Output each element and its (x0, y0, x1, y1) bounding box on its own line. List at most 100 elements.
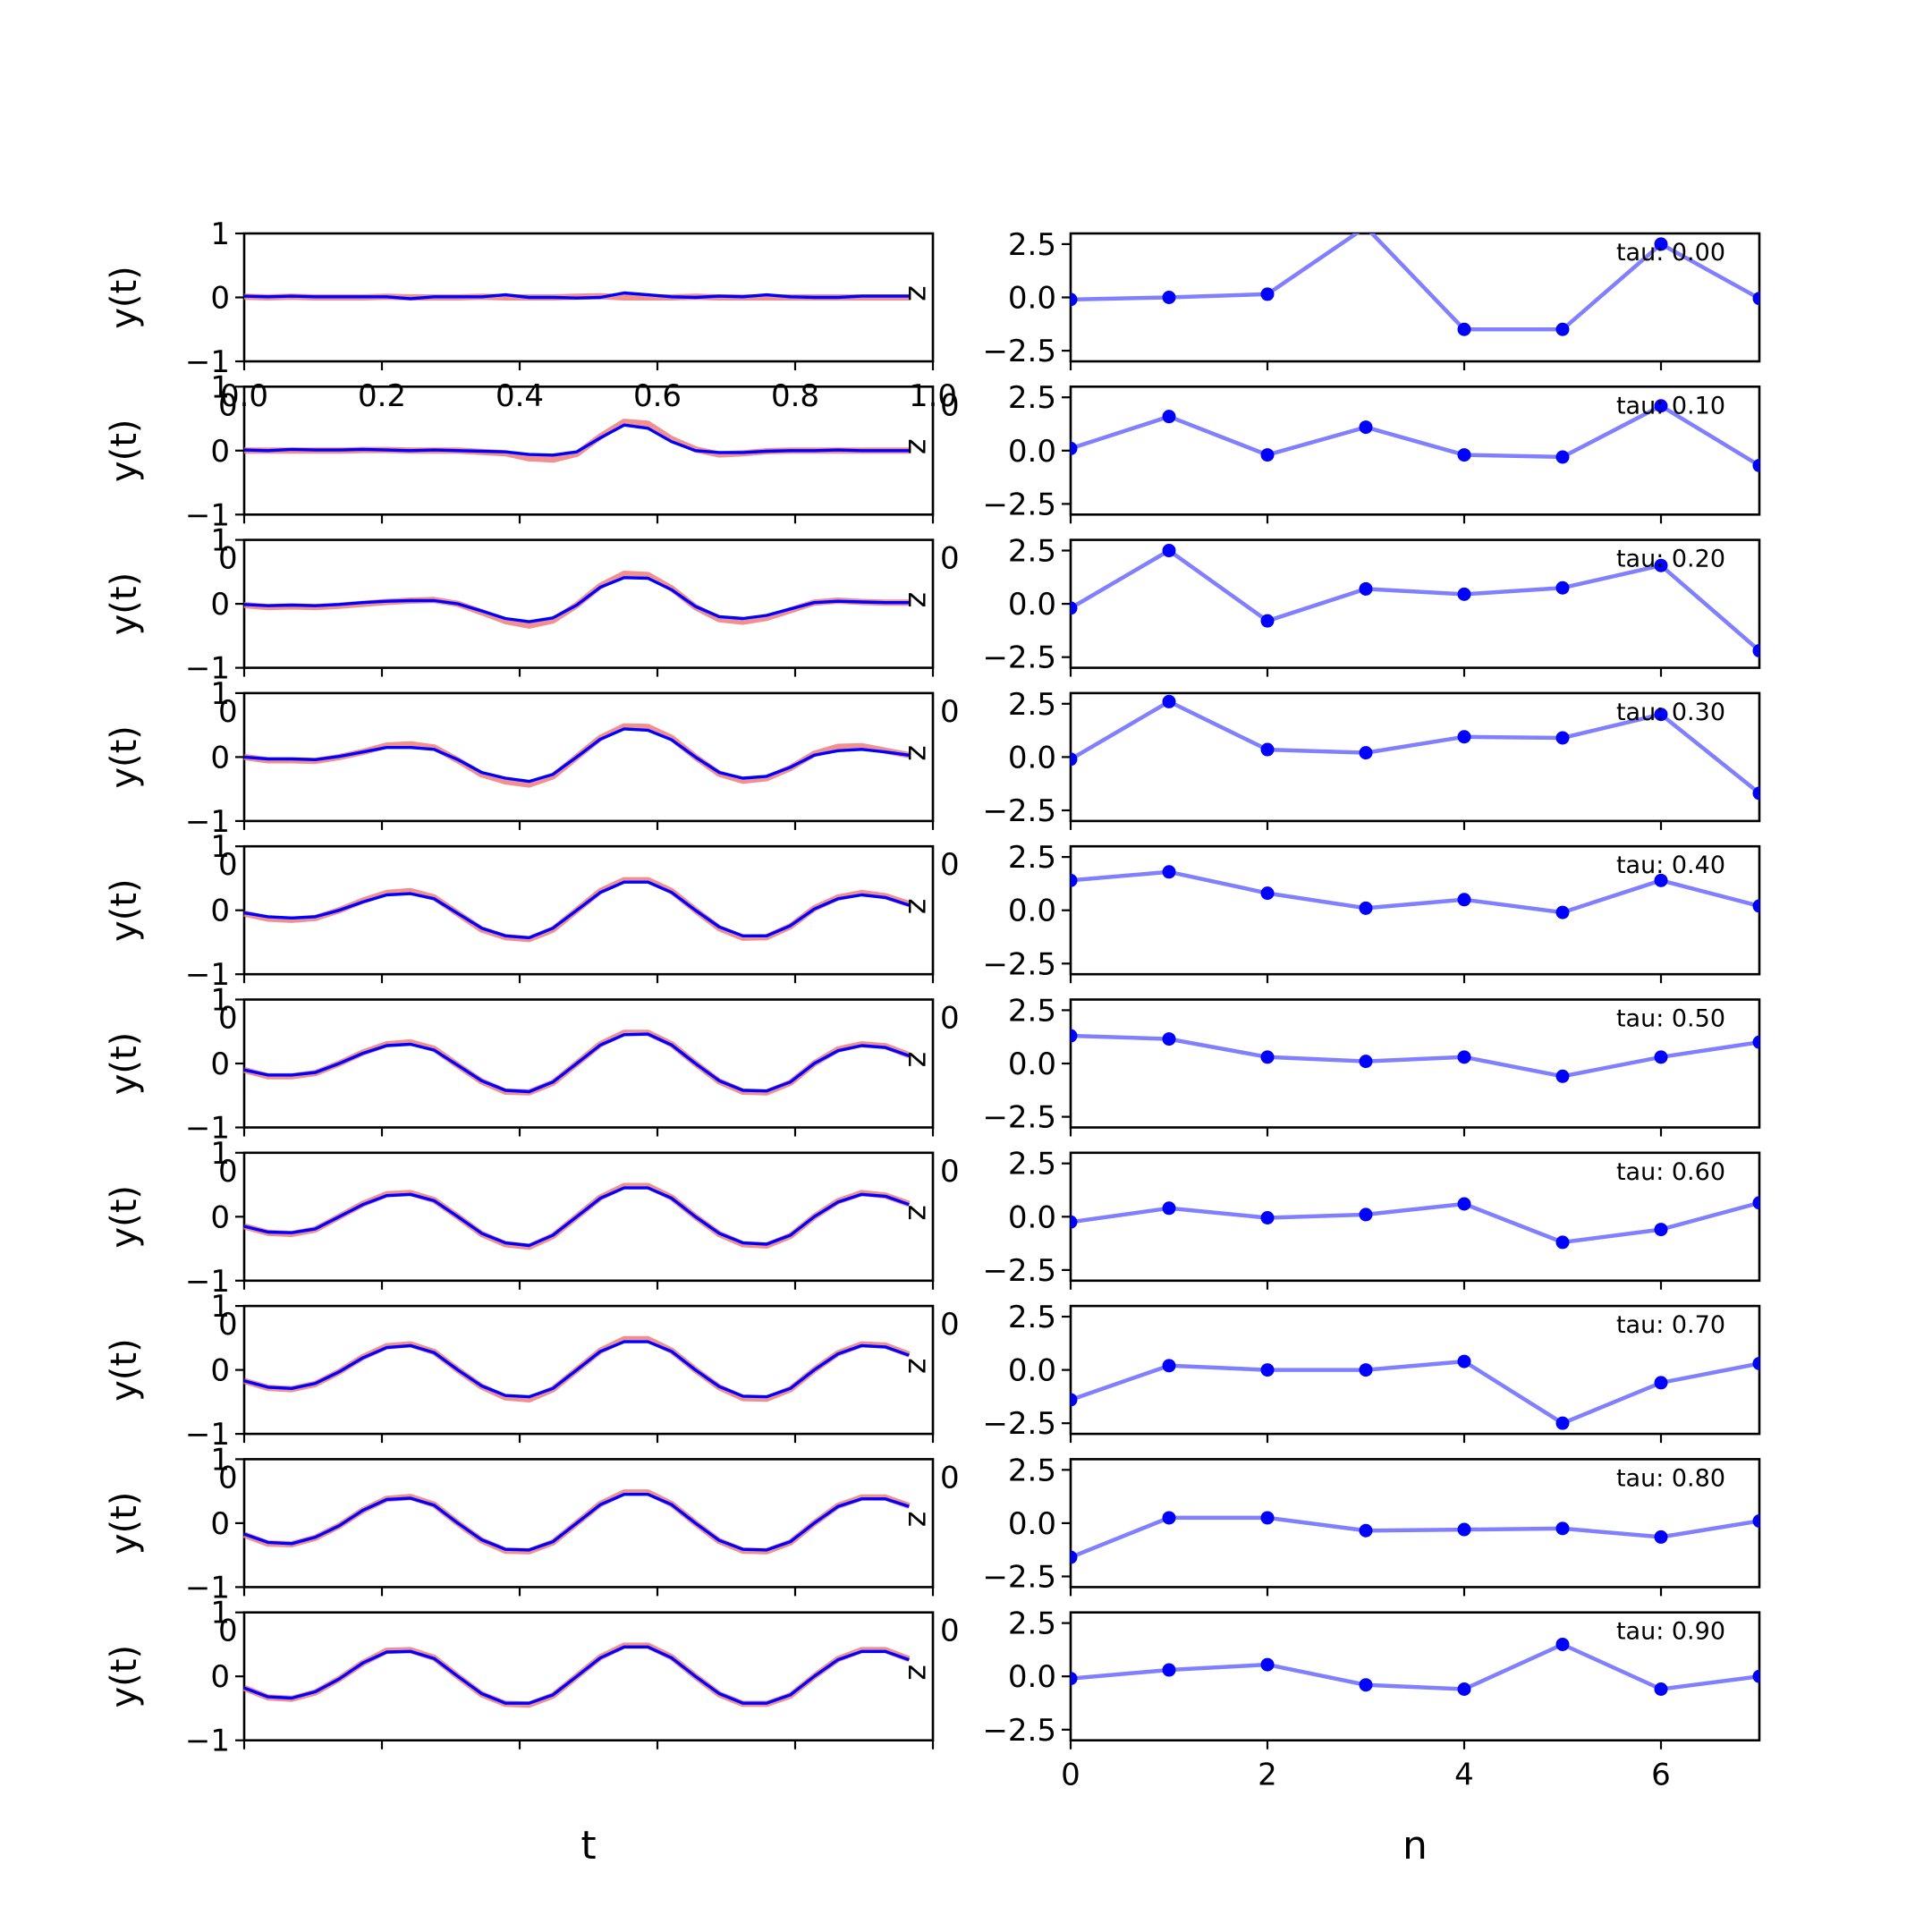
latent-point (1457, 322, 1471, 336)
stray-tick-label: 0 (218, 694, 238, 730)
y-tick-label: 0.0 (1008, 1199, 1056, 1235)
latent-point (1457, 448, 1471, 462)
latent-point (1752, 292, 1759, 306)
stray-tick-label: 0 (940, 541, 960, 577)
latent-series-line (1071, 548, 1759, 653)
right-subplot-9: −2.5 0.0 2.5 0 2 4 6 tau: 0.90 (982, 1606, 1761, 1793)
predicted-series-line (243, 576, 910, 623)
y-tick-label: 0 (210, 1046, 230, 1082)
latent-point (1752, 899, 1759, 913)
y-tick-label: −1 (185, 1417, 230, 1453)
stray-tick-label: 0 (940, 1001, 960, 1037)
y-axis-label: y(t) (104, 1492, 145, 1555)
latent-point (1654, 873, 1668, 887)
x-tick-label: 0 (1061, 1758, 1080, 1793)
y-tick-label: 0.0 (1008, 587, 1056, 623)
stray-tick-label: 0 (218, 1001, 238, 1037)
latent-point (1071, 441, 1078, 455)
latent-point (1752, 1669, 1759, 1683)
predicted-series-line (243, 1186, 910, 1248)
latent-point (1457, 893, 1471, 907)
y-tick-label: 2.5 (1008, 1300, 1056, 1335)
latent-point (1071, 601, 1078, 615)
y-tick-label: −1 (185, 1111, 230, 1147)
plot-area (1071, 1511, 1759, 1564)
latent-point (1555, 1637, 1570, 1651)
latent-point (1654, 399, 1668, 413)
tau-annotation: tau: 0.40 (1616, 852, 1725, 879)
tau-annotation: tau: 0.30 (1616, 699, 1725, 726)
left-x-axis-label: t (580, 1823, 596, 1868)
latent-point (1359, 1523, 1373, 1538)
latent-point (1363, 233, 1368, 234)
latent-point (1260, 1050, 1275, 1064)
latent-point (1071, 1550, 1078, 1564)
plot-area (1071, 865, 1759, 919)
latent-point (1457, 587, 1471, 601)
latent-point (1162, 1511, 1176, 1525)
latent-point (1457, 1197, 1471, 1211)
latent-point (1752, 1356, 1759, 1370)
latent-point (1260, 1511, 1275, 1525)
latent-point (1071, 752, 1078, 767)
x-tick-label: 0.2 (358, 378, 406, 414)
latent-point (1457, 730, 1471, 744)
latent-point (1260, 886, 1275, 901)
plot-area (1071, 233, 1759, 336)
predicted-series-line (243, 423, 910, 457)
y-tick-label: 1 (210, 983, 230, 1019)
latent-point (1457, 1050, 1471, 1064)
y-tick-label: 1 (210, 1596, 230, 1631)
y-tick-label: 0 (210, 894, 230, 929)
tau-annotation: tau: 0.10 (1616, 392, 1725, 419)
latent-point (1752, 644, 1759, 658)
y-tick-label: 1 (210, 829, 230, 865)
y-tick-label: 2.5 (1008, 380, 1056, 416)
y-tick-label: 1 (210, 676, 230, 712)
x-tick-label: 0.6 (633, 378, 682, 414)
right-subplot-5: −2.5 0.0 2.5 tau: 0.50 (982, 993, 1761, 1137)
x-tick-label: 2 (1258, 1758, 1277, 1793)
tau-annotation: tau: 0.20 (1616, 546, 1725, 573)
latent-point (1071, 1215, 1078, 1229)
latent-point (1555, 1416, 1570, 1430)
latent-series-line (1071, 1359, 1759, 1426)
plot-area (1071, 694, 1759, 801)
latent-point (1555, 1069, 1570, 1083)
latent-point (1654, 1530, 1668, 1544)
latent-point (1260, 287, 1275, 301)
predicted-series-line (243, 1492, 910, 1552)
y-tick-label: 1 (210, 1136, 230, 1172)
latent-point (1752, 786, 1759, 801)
y-tick-label: −2.5 (982, 1559, 1056, 1595)
overlap-label: z (901, 1511, 936, 1527)
right-subplot-7: −2.5 0.0 2.5 tau: 0.70 (982, 1300, 1761, 1444)
plot-area (1071, 544, 1759, 658)
latent-series-line (1071, 1033, 1759, 1079)
y-tick-label: −1 (185, 1570, 230, 1606)
latent-point (1162, 1032, 1176, 1046)
y-axis-label: y(t) (104, 266, 145, 329)
x-tick-label: 0.8 (771, 378, 819, 414)
right-subplot-8: −2.5 0.0 2.5 tau: 0.80 (982, 1453, 1761, 1597)
latent-point (1752, 1035, 1759, 1049)
tau-annotation: tau: 0.00 (1616, 239, 1725, 267)
y-tick-label: 0.0 (1008, 434, 1056, 470)
y-tick-label: 0.0 (1008, 1353, 1056, 1389)
y-tick-label: 0 (210, 1353, 230, 1389)
y-axis-label: y(t) (104, 878, 145, 942)
right-subplot-6: −2.5 0.0 2.5 tau: 0.60 (982, 1147, 1761, 1290)
latent-point (1359, 1363, 1373, 1377)
latent-series-line (1071, 1200, 1759, 1245)
latent-series-line (1071, 699, 1759, 795)
y-tick-label: −1 (185, 957, 230, 993)
latent-point (1555, 322, 1570, 336)
y-tick-label: 2.5 (1008, 687, 1056, 723)
y-axis-label: y(t) (104, 572, 145, 636)
stray-tick-label: 0 (940, 387, 960, 423)
